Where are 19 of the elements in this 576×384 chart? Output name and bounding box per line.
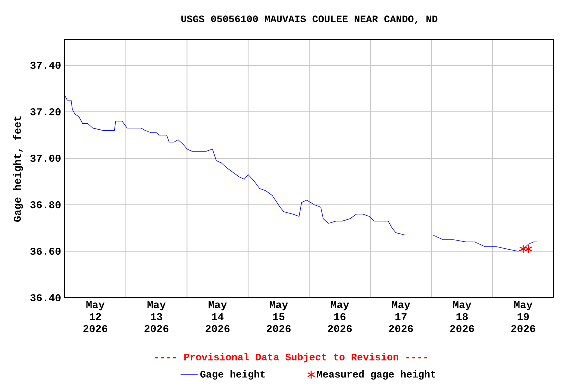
x-tick-label: May 16 2026 [328,302,352,332]
y-axis-title: Gage height, feet [13,116,24,222]
x-tick-label: May 13 2026 [144,302,169,332]
x-tick-label: May 14 2026 [206,302,230,332]
y-tick-label: 37.00 [30,154,61,162]
y-tick-label: 36.40 [30,294,61,302]
x-tick-label: May 18 2026 [450,302,474,332]
y-tick-label: 37.40 [30,62,61,70]
chart-title: USGS 05056100 MAUVAIS COULEE NEAR CANDO, ND [182,16,438,24]
legend-label: Gage height [200,370,265,380]
text: ---- Provisional Data Subject to Revision ---- [156,353,428,363]
x-tick-label: May 15 2026 [267,302,291,332]
y-tick-label: 36.80 [30,201,61,209]
x-tick-label: May 17 2026 [389,302,414,332]
y-tick-label: 36.60 [30,248,61,256]
x-tick-label: May 19 2026 [512,302,536,332]
y-tick-label: 37.20 [30,108,61,116]
x-tick-label: May 12 2026 [84,302,108,332]
legend-label: Measured gage height [317,370,436,380]
